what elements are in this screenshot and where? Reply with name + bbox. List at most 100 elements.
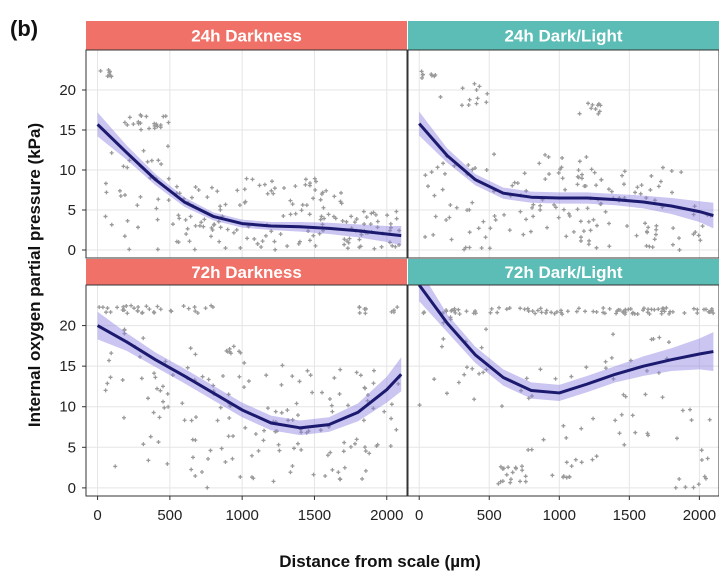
data-point — [472, 397, 477, 402]
data-point — [153, 375, 158, 380]
data-point — [299, 430, 304, 435]
data-point — [191, 455, 196, 460]
data-point — [270, 179, 275, 184]
data-point — [586, 101, 591, 106]
data-point — [290, 464, 295, 469]
data-point — [683, 485, 688, 490]
data-point — [109, 74, 114, 79]
data-point — [138, 112, 143, 117]
data-point — [297, 379, 302, 384]
data-point — [682, 310, 687, 315]
data-point — [660, 395, 665, 400]
data-point — [320, 222, 325, 227]
data-point — [514, 466, 519, 471]
data-point — [361, 209, 366, 214]
data-point — [342, 242, 347, 247]
data-point — [305, 368, 310, 373]
data-point — [448, 202, 453, 207]
data-point — [279, 410, 284, 415]
data-point — [155, 304, 160, 309]
data-point — [680, 408, 685, 413]
data-point — [338, 477, 343, 482]
data-point — [657, 335, 662, 340]
data-point — [226, 434, 231, 439]
data-point — [595, 103, 600, 108]
data-point — [357, 237, 362, 242]
data-point — [524, 188, 529, 193]
data-point — [293, 184, 298, 189]
data-point — [108, 375, 113, 380]
data-point — [554, 309, 559, 314]
data-point — [467, 245, 472, 250]
facet-panels: 24h Darkness 0 5 10 15 20 24h Dark/Light 72h Da… — [59, 21, 719, 524]
data-point — [643, 392, 648, 397]
trend-group — [417, 285, 714, 402]
data-point — [462, 372, 467, 377]
data-point — [474, 88, 479, 93]
data-point — [623, 312, 628, 317]
data-point — [269, 229, 274, 234]
data-point — [575, 174, 580, 179]
data-point — [538, 207, 543, 212]
data-point — [705, 456, 710, 461]
data-point — [218, 207, 223, 212]
trend-line — [418, 122, 714, 218]
data-point — [556, 170, 561, 175]
data-point — [549, 310, 554, 315]
data-point — [543, 152, 548, 157]
data-point — [107, 69, 112, 74]
data-point — [136, 225, 141, 230]
data-point — [463, 245, 468, 250]
data-point — [576, 306, 581, 311]
facet-strip — [86, 259, 407, 285]
data-point — [223, 202, 228, 207]
trend-group — [96, 311, 403, 436]
data-point — [230, 456, 235, 461]
data-point — [221, 373, 226, 378]
data-point — [282, 185, 287, 190]
data-point — [638, 191, 643, 196]
data-point — [251, 476, 256, 481]
data-point — [278, 232, 283, 237]
data-point — [146, 458, 151, 463]
data-point — [307, 238, 312, 243]
data-point — [105, 381, 110, 386]
panel-border — [407, 49, 719, 259]
data-point — [444, 217, 449, 222]
data-point — [504, 307, 509, 312]
x-tick-label: 2000 — [370, 507, 403, 524]
data-point — [206, 456, 211, 461]
data-point — [711, 311, 716, 316]
data-point — [580, 172, 585, 177]
data-point — [571, 229, 576, 234]
gridlines — [408, 285, 719, 496]
data-point — [653, 232, 658, 237]
data-point — [546, 154, 551, 159]
data-point — [560, 176, 565, 181]
data-point — [261, 438, 266, 443]
data-point — [147, 126, 152, 131]
data-point — [193, 352, 198, 357]
data-point — [395, 305, 400, 310]
data-point — [646, 225, 651, 230]
data-point — [322, 216, 327, 221]
x-tick-label: 1000 — [225, 507, 258, 524]
data-point — [526, 309, 531, 314]
data-point — [459, 103, 464, 108]
data-point — [166, 120, 171, 125]
data-point — [588, 228, 593, 233]
data-point — [495, 310, 500, 315]
data-point — [364, 215, 369, 220]
data-point — [340, 218, 345, 223]
data-point — [433, 214, 438, 219]
facet-title: 24h Dark/Light — [504, 27, 622, 46]
data-point — [670, 242, 675, 247]
x-tick-label: 500 — [157, 507, 182, 524]
data-point — [363, 386, 368, 391]
data-point — [539, 310, 544, 315]
data-point — [635, 185, 640, 190]
data-point — [669, 168, 674, 173]
data-point — [677, 476, 682, 481]
data-point — [535, 308, 540, 313]
data-point — [538, 367, 543, 372]
